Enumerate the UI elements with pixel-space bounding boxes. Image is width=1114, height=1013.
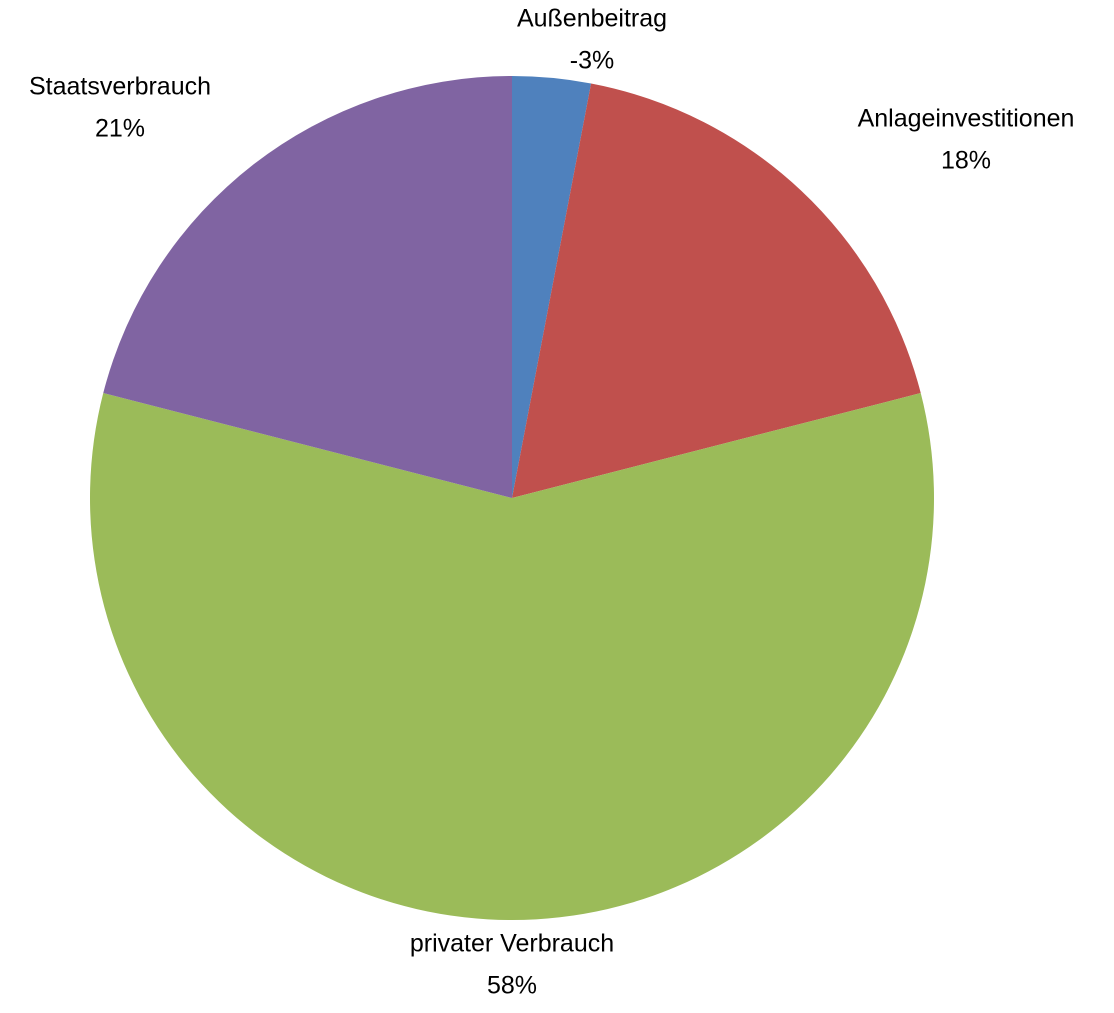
slice-value-label: -3%: [570, 47, 614, 75]
pie-slice: [512, 83, 921, 498]
slice-value-label: 58%: [487, 972, 537, 1000]
slice-label: privater Verbrauch: [410, 930, 614, 958]
pie-slice: [103, 76, 512, 498]
slice-label: Staatsverbrauch: [29, 73, 211, 101]
slice-label: Außenbeitrag: [517, 5, 667, 33]
slice-value-label: 18%: [941, 147, 991, 175]
pie-slice: [90, 393, 934, 920]
pie-slice: [512, 76, 592, 498]
slice-value-label: 21%: [95, 115, 145, 143]
slice-label: Anlageinvestitionen: [858, 105, 1075, 133]
